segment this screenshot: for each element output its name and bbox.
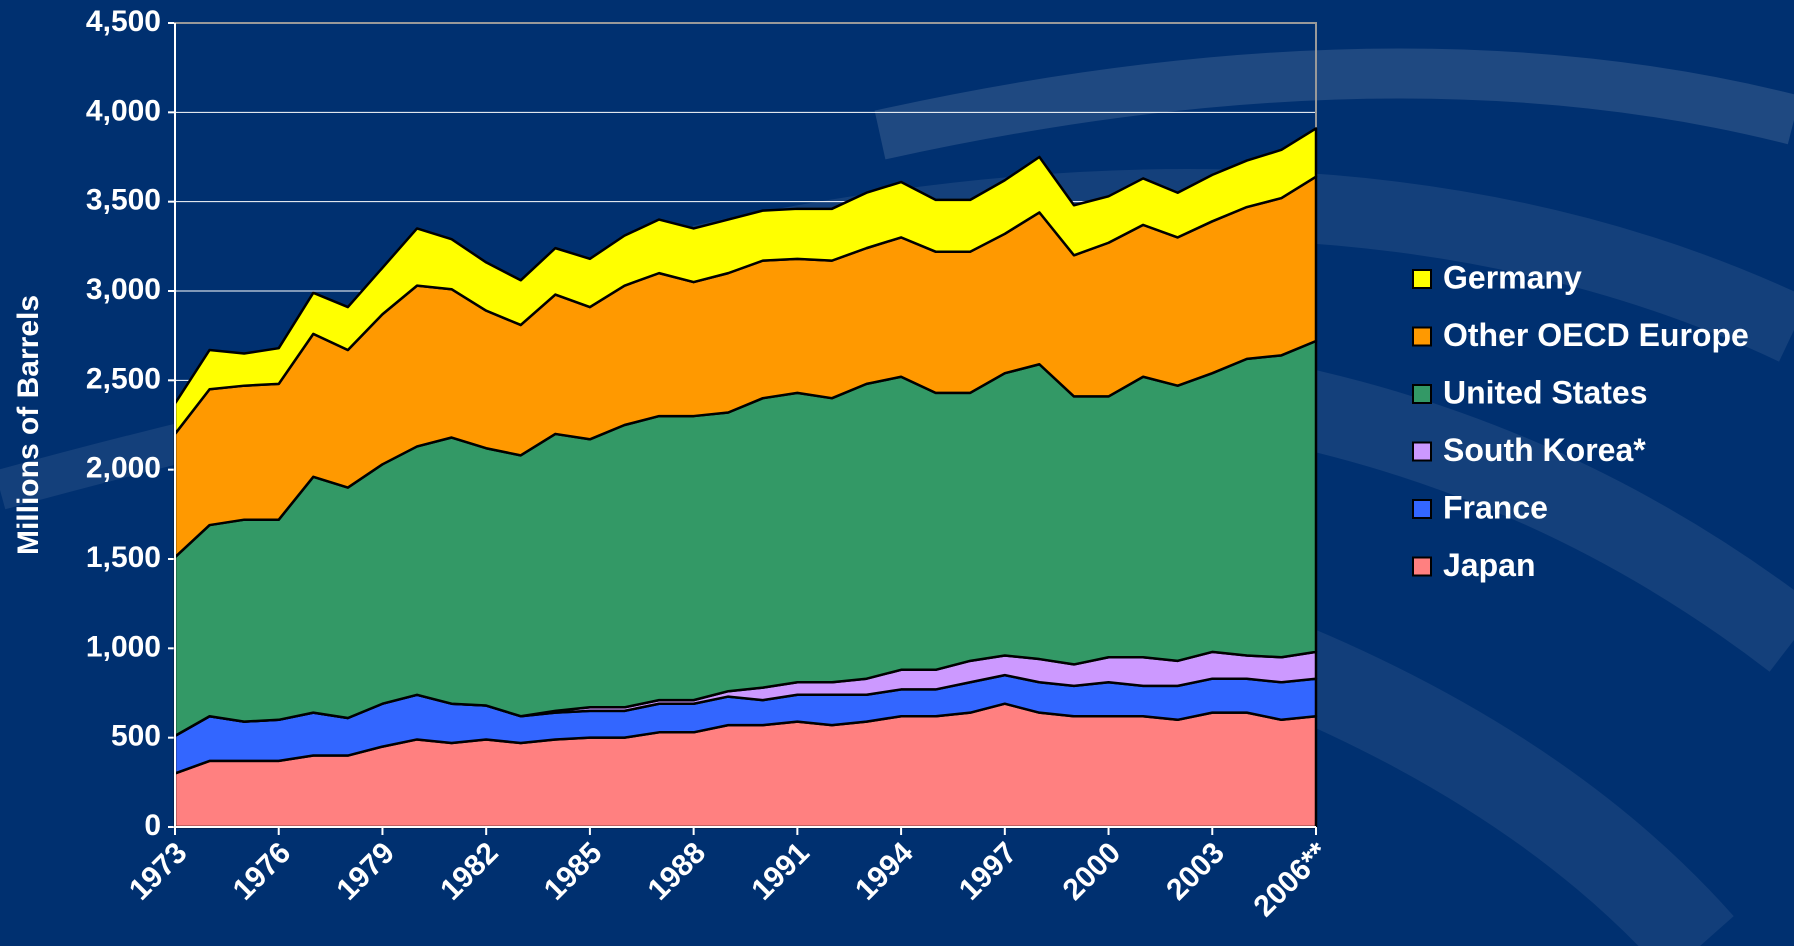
legend-swatch [1412, 441, 1432, 462]
x-tick-label: 1985 [538, 836, 609, 907]
x-tick-label: 1994 [849, 836, 920, 907]
legend-swatch [1412, 269, 1432, 289]
x-tick-label: 2000 [1057, 836, 1128, 907]
y-tick-label: 3,000 [86, 273, 161, 306]
x-tick-label: 1979 [330, 836, 401, 907]
legend-swatch [1412, 556, 1432, 577]
legend-label: Japan [1443, 547, 1535, 583]
y-tick-label: 500 [111, 720, 161, 753]
legend-swatch [1412, 384, 1432, 404]
x-tick-label: 1976 [227, 836, 298, 907]
x-tick-label: 1973 [123, 836, 194, 907]
x-tick-label: 1997 [953, 836, 1024, 907]
legend-label: United States [1443, 374, 1647, 410]
y-tick-label: 0 [144, 809, 161, 842]
x-tick-label: 1988 [642, 836, 713, 907]
plot-area [168, 22, 1318, 835]
legend-label: Other OECD Europe [1443, 317, 1749, 353]
y-tick-label: 1,500 [86, 541, 161, 574]
x-tick-label: 1982 [434, 836, 505, 907]
y-tick-label: 3,500 [86, 184, 161, 217]
y-axis-title: Millions of Barrels [12, 295, 45, 555]
legend-swatch [1412, 326, 1432, 347]
x-tick-label: 2006** [1248, 836, 1335, 923]
legend-label: France [1443, 489, 1548, 525]
y-tick-label: 2,000 [86, 452, 161, 485]
x-tick-label: 2003 [1160, 836, 1231, 907]
y-tick-label: 2,500 [86, 362, 161, 395]
legend-swatch [1412, 499, 1432, 519]
legend-label: Germany [1443, 259, 1582, 295]
x-tick-label: 1991 [745, 836, 816, 907]
y-tick-label: 1,000 [86, 630, 161, 663]
legend-label: South Korea* [1443, 432, 1646, 468]
area [173, 127, 1318, 436]
y-tick-label: 4,500 [86, 5, 161, 38]
y-tick-label: 4,000 [86, 94, 161, 127]
